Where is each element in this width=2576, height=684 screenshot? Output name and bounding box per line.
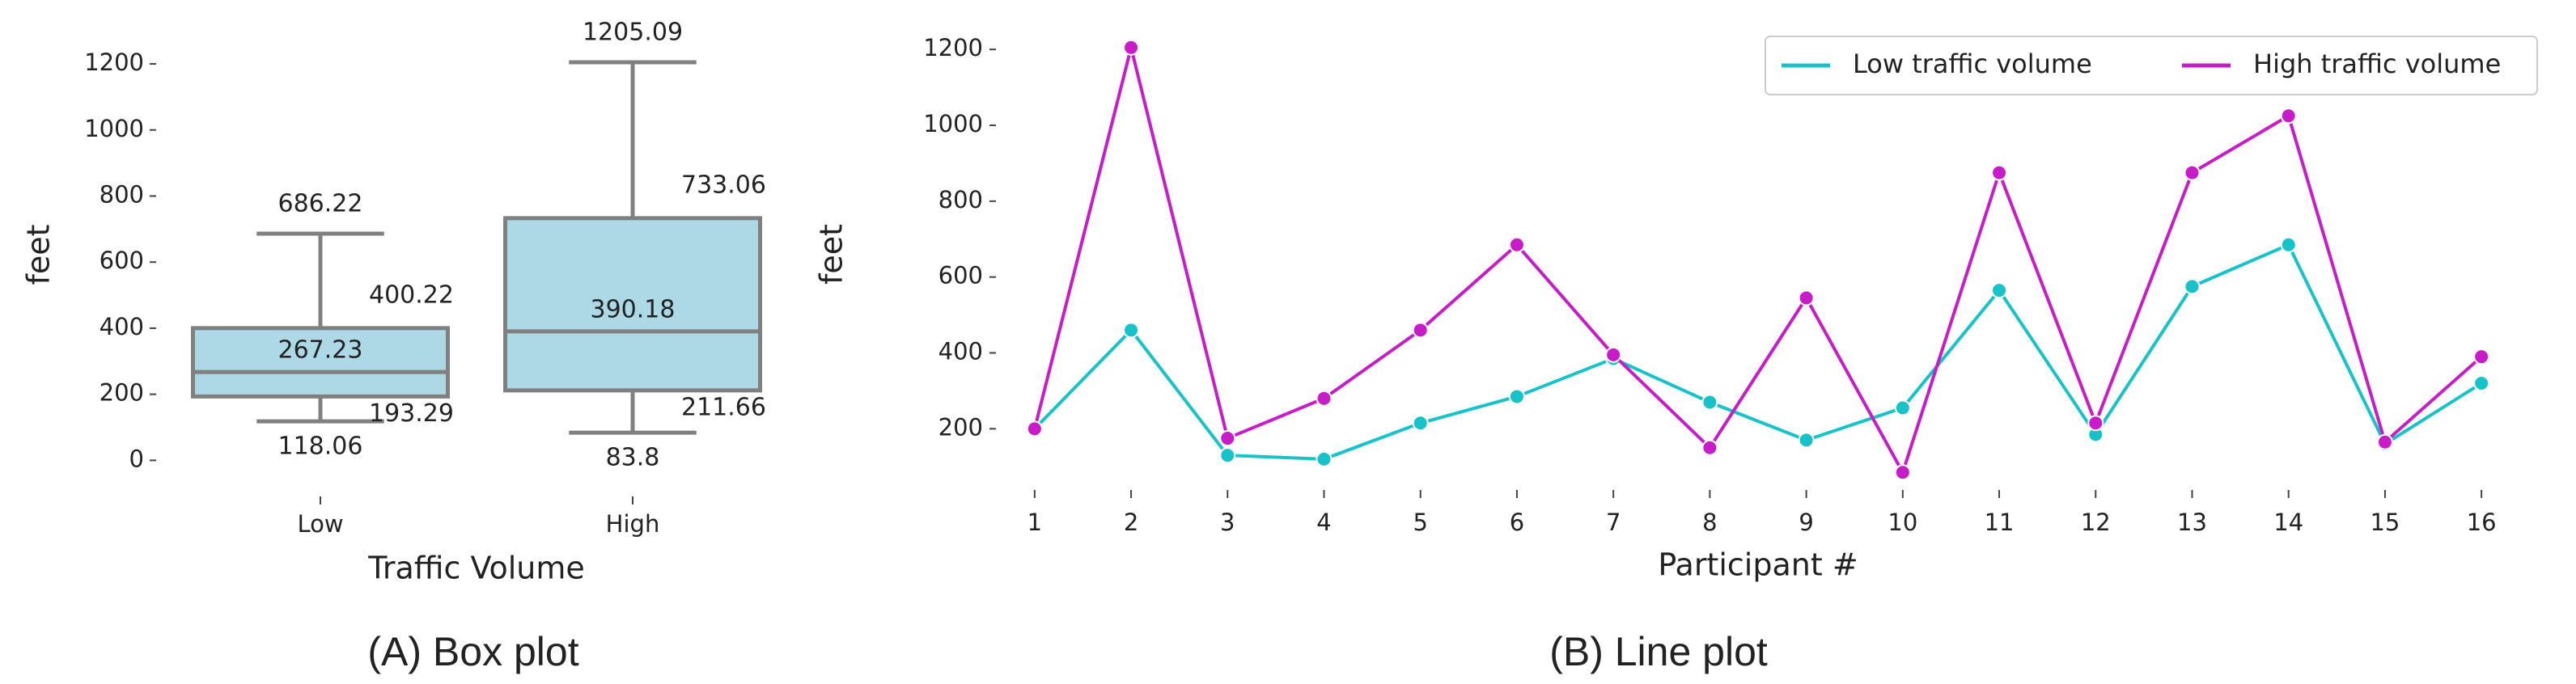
x-axis-label: Participant #	[1658, 547, 1858, 583]
point	[1991, 164, 2008, 181]
point	[2280, 236, 2297, 253]
y-tick-label: 800	[938, 186, 983, 213]
x-tick-label: 15	[2370, 509, 2400, 536]
legend-label: Low traffic volume	[1853, 49, 2092, 79]
value-label: 193.29	[369, 399, 454, 428]
y-tick-label: 400	[100, 313, 144, 340]
y-tick-label: 1000	[923, 110, 983, 137]
x-tick-label: 1	[1027, 509, 1042, 536]
point	[1026, 420, 1043, 437]
series-line	[1033, 243, 2483, 461]
x-tick-label: 16	[2467, 509, 2497, 536]
point	[1219, 430, 1236, 447]
y-tick-label: 0	[129, 445, 144, 472]
x-tick-label: 10	[1888, 509, 1917, 536]
caption: (A) Box plot	[367, 629, 578, 674]
value-label: 390.18	[591, 295, 676, 323]
y-tick-label: 1200	[923, 34, 983, 61]
point	[2184, 164, 2201, 181]
point	[2376, 433, 2393, 450]
point	[2184, 278, 2201, 295]
point	[1894, 399, 1911, 416]
series-line	[1032, 47, 2483, 477]
x-tick-label: 9	[1799, 509, 1813, 536]
x-tick-label: 11	[1985, 509, 2015, 536]
x-tick-label: 8	[1702, 509, 1717, 536]
value-label: 733.06	[681, 171, 766, 199]
x-tick-label: 3	[1220, 509, 1235, 536]
x-tick-label: 13	[2177, 509, 2207, 536]
point	[1219, 447, 1236, 464]
legend: Low traffic volume High traffic volume	[1765, 36, 2538, 95]
point	[1412, 415, 1429, 432]
x-tick-label: 2	[1124, 509, 1138, 536]
point	[1798, 432, 1815, 449]
y-tick-label: 1000	[84, 115, 144, 142]
x-axis-label: Traffic Volume	[367, 551, 585, 586]
point	[1412, 322, 1429, 339]
y-axis-label: feet	[814, 224, 849, 285]
point	[1316, 450, 1332, 467]
y-tick-label: 1200	[84, 49, 144, 76]
value-label: 686.22	[278, 189, 363, 217]
box	[503, 216, 762, 393]
point	[2473, 375, 2490, 392]
value-label: 211.66	[681, 393, 766, 421]
box	[191, 326, 450, 399]
x-tick-label: 6	[1510, 509, 1524, 536]
point	[1701, 394, 1718, 411]
y-tick-label: 800	[100, 180, 144, 208]
value-label: 118.06	[278, 433, 363, 461]
value-label: 267.23	[278, 336, 363, 365]
x-tick-label: Low	[297, 510, 343, 538]
point	[2473, 348, 2490, 365]
y-tick-label: 200	[938, 413, 983, 441]
point	[1605, 346, 1622, 363]
x-tick-label: 4	[1316, 509, 1331, 536]
point	[1123, 39, 1140, 56]
caption: (B) Line plot	[1549, 629, 1768, 674]
y-tick-label: 200	[100, 379, 144, 407]
point	[1508, 236, 1525, 253]
y-tick-label: 400	[938, 337, 983, 365]
x-tick-label: 14	[2273, 509, 2303, 536]
point	[1316, 390, 1332, 407]
y-tick-label: 600	[100, 247, 144, 274]
y-axis-label: feet	[21, 224, 57, 285]
x-tick-label: 5	[1413, 509, 1428, 536]
point	[1894, 464, 1911, 481]
x-tick-label: 7	[1606, 509, 1621, 536]
value-label: 1205.09	[583, 18, 683, 46]
legend-label: High traffic volume	[2253, 49, 2501, 79]
point	[2087, 415, 2104, 432]
point	[1123, 322, 1140, 339]
x-tick-label: High	[606, 510, 660, 538]
point	[1508, 388, 1525, 405]
point	[1701, 439, 1718, 456]
point	[1798, 289, 1815, 306]
legend-box	[1765, 36, 2538, 95]
y-tick-label: 600	[938, 262, 983, 289]
value-label: 400.22	[369, 281, 454, 309]
x-tick-label: 12	[2081, 509, 2111, 536]
value-label: 83.8	[606, 444, 660, 472]
point	[1991, 282, 2008, 299]
point	[2280, 108, 2297, 125]
